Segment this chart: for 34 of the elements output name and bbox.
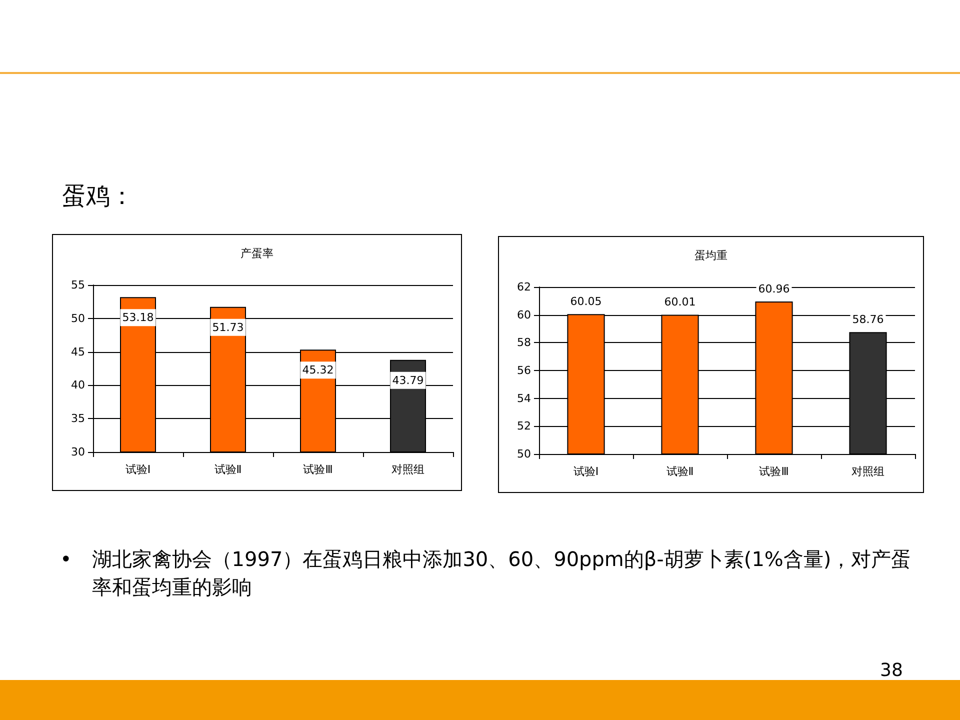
data-label: 43.79 bbox=[392, 374, 424, 387]
y-tick-label: 60 bbox=[517, 308, 531, 322]
data-label: 53.18 bbox=[122, 311, 154, 324]
y-tick-label: 40 bbox=[71, 378, 85, 392]
x-tick-label: 对照组 bbox=[392, 463, 424, 476]
x-tick-label: 试验Ⅰ bbox=[573, 465, 599, 478]
x-tick-label: 试验Ⅰ bbox=[125, 463, 151, 476]
y-tick-label: 55 bbox=[71, 278, 85, 292]
chart-title: 产蛋率 bbox=[240, 247, 274, 260]
x-tick-label: 试验Ⅱ bbox=[666, 465, 694, 478]
y-tick-label: 56 bbox=[517, 364, 531, 377]
x-tick-label: 试验Ⅱ bbox=[214, 463, 242, 476]
data-label: 60.96 bbox=[758, 282, 790, 296]
data-label: 58.76 bbox=[852, 313, 884, 326]
y-tick-label: 30 bbox=[71, 446, 85, 458]
data-label: 45.32 bbox=[302, 364, 334, 377]
text: • 湖北家禽协会（1997）在蛋鸡日粮中添加30、60、90ppm的β-胡萝卜素(1%含量)，对产蛋率和蛋均重的影响 bbox=[60, 546, 912, 601]
data-label: 60.05 bbox=[570, 295, 602, 308]
y-tick-label: 54 bbox=[517, 392, 531, 405]
x-tick-label: 对照组 bbox=[852, 465, 884, 478]
y-tick-label: 52 bbox=[517, 420, 531, 433]
text: 38 bbox=[880, 660, 903, 681]
x-tick-label: 试验Ⅲ bbox=[759, 465, 789, 478]
y-tick-label: 50 bbox=[71, 312, 85, 325]
x-tick-label: 试验Ⅲ bbox=[303, 463, 333, 476]
data-label: 60.01 bbox=[664, 296, 696, 309]
y-tick-label: 45 bbox=[71, 345, 85, 358]
y-tick-label: 50 bbox=[517, 448, 531, 460]
data-label: 51.73 bbox=[212, 320, 244, 334]
text: 蛋鸡： bbox=[62, 181, 134, 212]
chart-title: 蛋均重 bbox=[694, 249, 728, 262]
y-tick-label: 35 bbox=[71, 412, 85, 426]
y-tick-label: 58 bbox=[517, 336, 531, 350]
y-tick-label: 62 bbox=[517, 280, 531, 294]
